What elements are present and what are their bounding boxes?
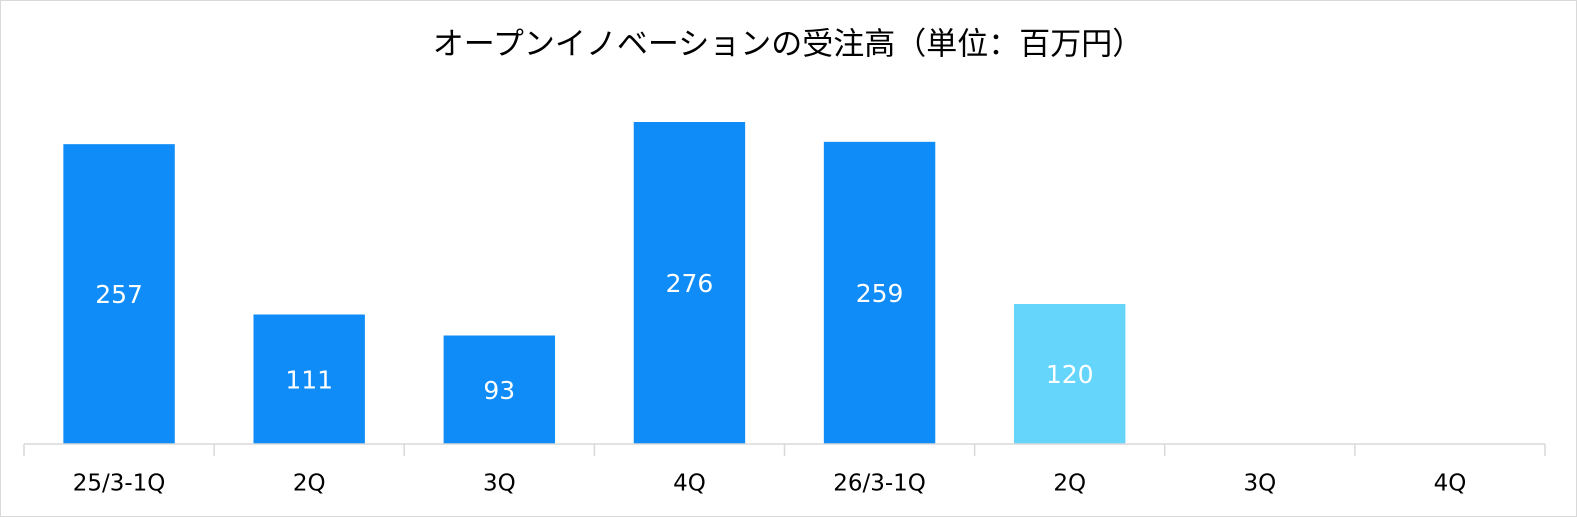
- data-label: 111: [285, 365, 333, 394]
- x-tick-label: 2Q: [293, 471, 326, 497]
- x-tick-label: 3Q: [483, 471, 516, 497]
- x-tick-label: 25/3-1Q: [73, 471, 166, 497]
- bar: [253, 314, 365, 444]
- data-label: 276: [666, 269, 714, 298]
- bar: [633, 122, 746, 444]
- chart-title: オープンイノベーションの受注高（単位：百万円）: [433, 27, 1144, 63]
- x-tick-label: 4Q: [673, 471, 706, 497]
- x-tick-label: 3Q: [1243, 471, 1276, 497]
- data-label: 120: [1046, 360, 1094, 389]
- data-label: 257: [95, 280, 143, 309]
- bar: [823, 141, 936, 445]
- data-label: 259: [856, 279, 904, 308]
- bar: [1013, 304, 1126, 444]
- data-label: 93: [483, 376, 515, 405]
- x-tick-label: 4Q: [1434, 471, 1467, 497]
- x-tick-label: 26/3-1Q: [833, 471, 926, 497]
- bar: [63, 144, 175, 444]
- bar: [443, 335, 556, 444]
- x-tick-label: 2Q: [1053, 471, 1086, 497]
